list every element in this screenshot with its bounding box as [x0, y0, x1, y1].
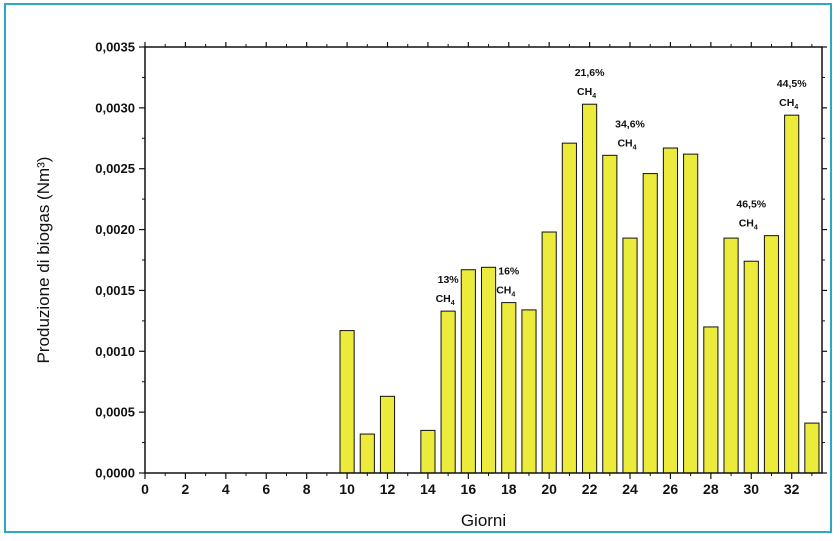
- y-tick-label: 0,0000: [95, 466, 135, 481]
- x-tick-label: 16: [461, 481, 477, 497]
- bar: [683, 153, 699, 474]
- bar: [784, 114, 800, 474]
- x-tick-label: 6: [262, 481, 270, 497]
- annotation-percent: 16%: [498, 266, 520, 278]
- bar: [339, 330, 355, 474]
- x-tick-label: 20: [541, 481, 557, 497]
- y-axis: 0,0000 0,0005 0,0010 0,0015 0,0020 0,0025 0,00…: [95, 40, 827, 481]
- bar: [642, 173, 658, 474]
- annotation-percent: 34,6%: [615, 118, 645, 130]
- bars-layer: [339, 103, 820, 474]
- x-axis: 0 2 4 6 8 10 12 14 16 18 20 22 24 26 28 30 32: [141, 42, 813, 497]
- y-tick-label: 0,0035: [95, 40, 135, 55]
- annotation-percent: 21,6%: [575, 67, 605, 79]
- bar: [763, 235, 780, 474]
- x-tick-label: 26: [663, 481, 679, 497]
- bar: [480, 266, 497, 474]
- bar: [440, 310, 456, 474]
- annotation: 13% CH4: [436, 274, 460, 307]
- bar: [359, 433, 375, 474]
- annotation: 21,6% CH4: [575, 67, 605, 100]
- x-tick-label: 30: [743, 481, 759, 497]
- bar: [662, 147, 679, 474]
- x-tick-label: 4: [222, 481, 230, 497]
- bar: [743, 260, 759, 474]
- annotations-layer: 13%CH416%CH421,6%CH434,6%CH446,5%CH444,5…: [436, 67, 808, 307]
- annotation-percent: 44,5%: [777, 78, 807, 90]
- y-axis-title: Produzione di biogas (Nm³): [34, 157, 53, 364]
- bar: [703, 326, 719, 474]
- annotation-formula: CH4: [436, 293, 455, 307]
- y-tick-label: 0,0015: [95, 283, 135, 298]
- x-tick-label: 2: [182, 481, 190, 497]
- y-tick-label: 0,0005: [95, 405, 135, 420]
- y-tick-label: 0,0020: [95, 222, 135, 237]
- annotation-formula: CH4: [577, 86, 596, 100]
- annotation-formula: CH4: [779, 97, 798, 111]
- bar: [420, 429, 436, 474]
- bar: [723, 237, 739, 474]
- annotation-percent: 13%: [438, 274, 460, 286]
- x-tick-label: 28: [703, 481, 719, 497]
- bar: [804, 422, 820, 474]
- x-tick-label: 0: [141, 481, 149, 497]
- annotation: 16% CH4: [496, 266, 520, 299]
- bar: [521, 309, 537, 474]
- bar: [460, 269, 476, 474]
- bar: [541, 231, 557, 474]
- annotation: 46,5% CH4: [736, 199, 766, 232]
- annotation-percent: 46,5%: [736, 199, 766, 211]
- y-tick-label: 0,0030: [95, 100, 135, 115]
- bar: [501, 302, 517, 474]
- x-axis-title: Giorni: [461, 511, 506, 530]
- annotation-formula: CH4: [496, 285, 515, 299]
- y-tick-label: 0,0025: [95, 161, 135, 176]
- x-tick-label: 8: [303, 481, 311, 497]
- x-tick-label: 32: [784, 481, 800, 497]
- annotation-formula: CH4: [739, 218, 758, 232]
- x-tick-label: 24: [622, 481, 638, 497]
- bar: [379, 395, 396, 474]
- bar: [622, 237, 638, 474]
- x-tick-label: 14: [420, 481, 436, 497]
- x-tick-label: 10: [339, 481, 355, 497]
- bar: [561, 142, 577, 474]
- y-tick-label: 0,0010: [95, 344, 135, 359]
- x-tick-label: 18: [501, 481, 517, 497]
- bar: [602, 154, 618, 474]
- annotation: 34,6% CH4: [615, 118, 645, 151]
- x-tick-label: 12: [380, 481, 396, 497]
- annotation-formula: CH4: [617, 137, 636, 151]
- x-tick-label: 22: [582, 481, 598, 497]
- annotation: 44,5% CH4: [777, 78, 807, 111]
- bar: [582, 103, 598, 474]
